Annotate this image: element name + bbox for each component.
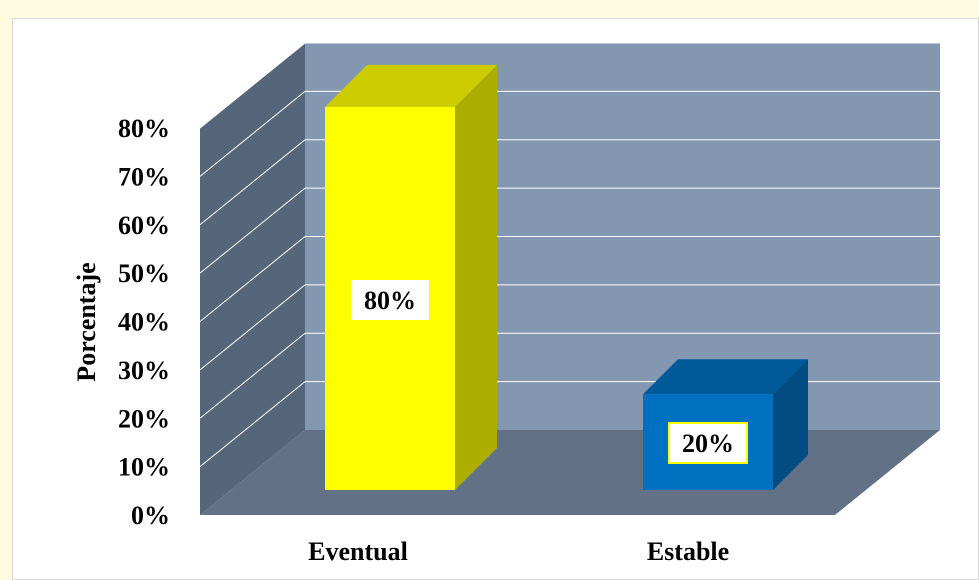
floor — [200, 430, 940, 515]
gridline-side — [199, 90, 306, 177]
y-tick-label: 60% — [118, 211, 170, 240]
gridline-side — [199, 236, 306, 322]
bar-side — [773, 359, 808, 490]
y-tick-label: 30% — [118, 356, 170, 385]
y-tick-label: 10% — [118, 453, 170, 482]
data-label-box — [351, 280, 429, 320]
gridline-side — [199, 139, 306, 226]
y-tick-label: 50% — [118, 259, 170, 288]
gridline-side — [199, 284, 306, 371]
data-label: 80% — [364, 286, 416, 315]
gridline-side — [199, 187, 306, 274]
bar-side — [455, 65, 497, 490]
bar-top — [643, 359, 808, 395]
x-tick-label: Estable — [647, 537, 729, 566]
y-tick-label: 80% — [118, 114, 170, 143]
y-tick-label: 40% — [118, 308, 170, 337]
y-tick-label: 20% — [118, 404, 170, 433]
y-tick-label: 0% — [131, 501, 170, 530]
gridline-side — [199, 42, 306, 129]
bar: 20% — [643, 359, 808, 490]
data-label-box — [668, 422, 748, 464]
y-tick-label: 70% — [118, 162, 170, 191]
x-tick-label: Eventual — [308, 537, 408, 566]
gridline-side — [199, 381, 306, 468]
gridline-side — [199, 332, 306, 419]
y-axis-title: Porcentaje — [72, 262, 101, 381]
data-label: 20% — [682, 429, 734, 458]
bar-top — [325, 65, 497, 107]
bar: 80% — [325, 65, 497, 490]
